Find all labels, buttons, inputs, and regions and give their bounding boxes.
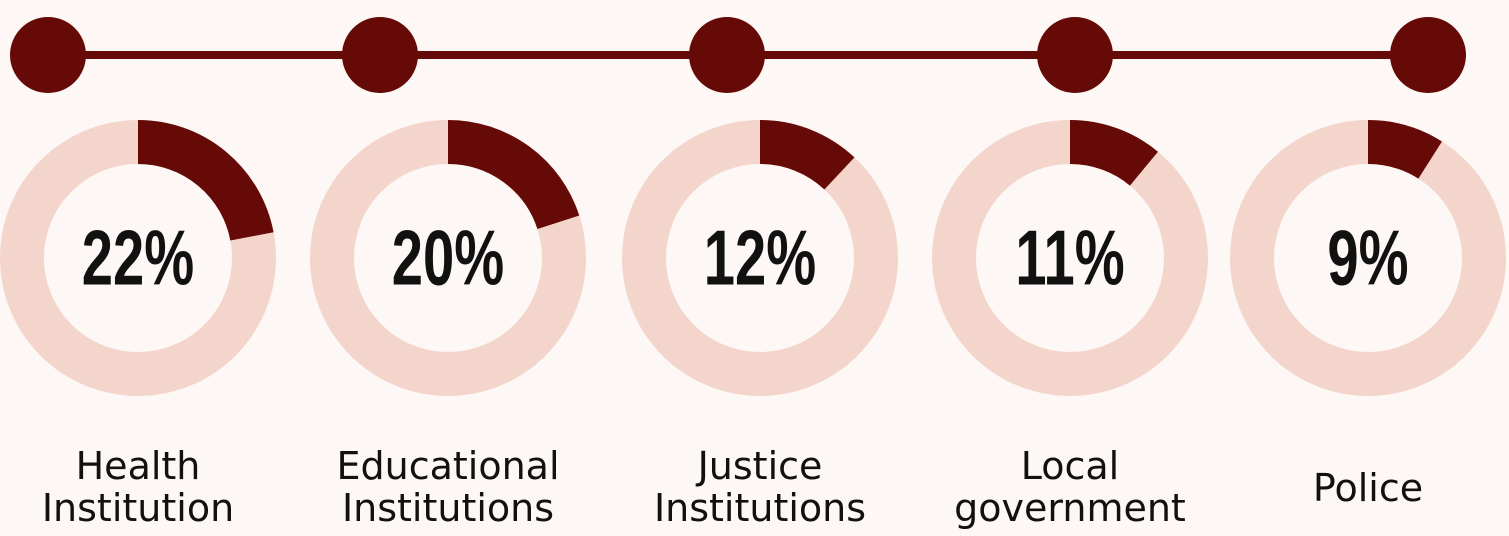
value-label: 20% [392, 214, 504, 301]
donut-arc [622, 120, 898, 396]
category-label: Institutions [654, 486, 866, 530]
dot [689, 17, 765, 93]
value-label: 11% [1015, 214, 1124, 301]
donut-arc [310, 120, 586, 396]
value-label: 22% [82, 214, 194, 301]
category-label: Police [1313, 466, 1423, 510]
timeline-dots [10, 17, 1466, 93]
category-label: Local [1021, 444, 1120, 488]
category-label: Institutions [342, 486, 554, 530]
dot [10, 17, 86, 93]
donut-arc [1230, 120, 1506, 396]
category-label: Justice [696, 444, 823, 488]
dot [342, 17, 418, 93]
category-label: Institution [42, 486, 234, 530]
dot [1390, 17, 1466, 93]
category-label: Educational [336, 444, 559, 488]
category-label: Health [76, 444, 201, 488]
value-label: 12% [704, 214, 816, 301]
value-label: 9% [1327, 214, 1408, 301]
donut-arc [0, 120, 276, 396]
dot [1037, 17, 1113, 93]
category-label: government [954, 486, 1186, 530]
donut-arc [932, 120, 1208, 396]
